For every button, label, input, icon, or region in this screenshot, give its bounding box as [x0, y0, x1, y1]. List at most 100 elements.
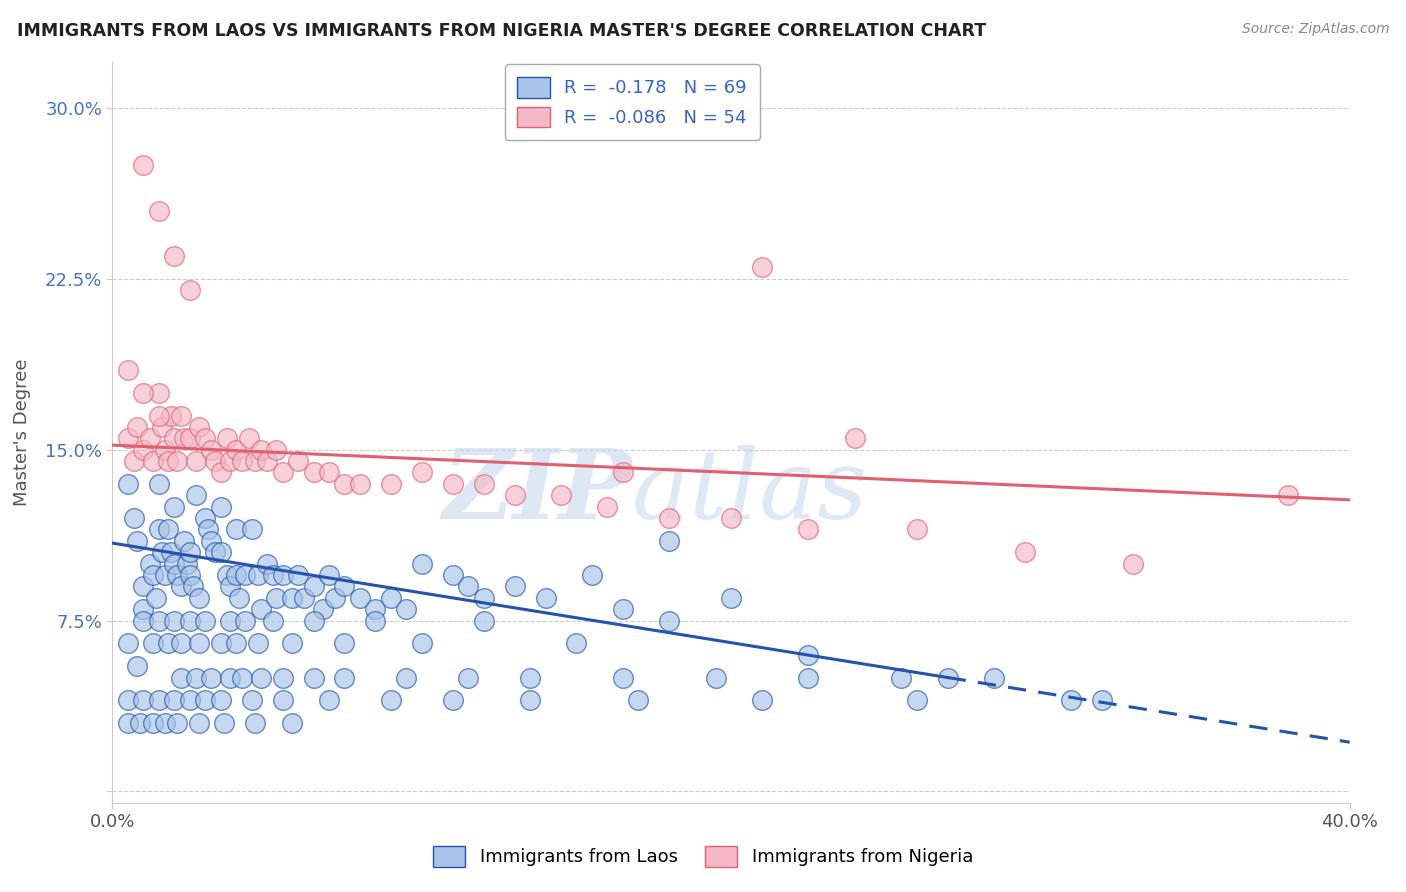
Point — [219, 671, 242, 685]
Point — [380, 693, 402, 707]
Point — [132, 158, 155, 172]
Y-axis label: Master's Degree: Master's Degree — [13, 359, 31, 507]
Point — [266, 591, 288, 605]
Point — [318, 466, 340, 480]
Point — [519, 671, 541, 685]
Point — [704, 671, 727, 685]
Text: ZIP: ZIP — [443, 445, 633, 539]
Point — [169, 636, 191, 650]
Point — [127, 533, 149, 548]
Point — [287, 568, 309, 582]
Point — [256, 557, 278, 571]
Point — [581, 568, 603, 582]
Point — [658, 511, 681, 525]
Point — [751, 260, 773, 275]
Point — [209, 500, 232, 514]
Point — [250, 671, 273, 685]
Point — [212, 716, 235, 731]
Point — [169, 671, 191, 685]
Point — [256, 454, 278, 468]
Point — [411, 557, 433, 571]
Point — [166, 568, 188, 582]
Point — [194, 614, 217, 628]
Point — [148, 523, 170, 537]
Point — [127, 659, 149, 673]
Point — [349, 476, 371, 491]
Point — [117, 476, 139, 491]
Point — [132, 614, 155, 628]
Point — [797, 648, 820, 662]
Point — [235, 568, 257, 582]
Point — [333, 476, 356, 491]
Point — [905, 693, 928, 707]
Point — [312, 602, 335, 616]
Point — [472, 614, 495, 628]
Point — [188, 591, 211, 605]
Point — [127, 420, 149, 434]
Point — [1091, 693, 1114, 707]
Point — [250, 442, 273, 457]
Legend: R =  -0.178   N = 69, R =  -0.086   N = 54: R = -0.178 N = 69, R = -0.086 N = 54 — [505, 64, 759, 140]
Point — [1277, 488, 1299, 502]
Point — [364, 614, 387, 628]
Point — [142, 636, 165, 650]
Point — [302, 671, 325, 685]
Point — [117, 716, 139, 731]
Point — [157, 636, 180, 650]
Point — [1014, 545, 1036, 559]
Point — [281, 591, 304, 605]
Point — [138, 557, 160, 571]
Point — [179, 545, 201, 559]
Point — [333, 636, 356, 650]
Point — [612, 671, 634, 685]
Point — [225, 636, 247, 650]
Point — [936, 671, 959, 685]
Point — [179, 431, 201, 445]
Point — [983, 671, 1005, 685]
Point — [411, 466, 433, 480]
Point — [333, 579, 356, 593]
Point — [163, 614, 186, 628]
Point — [235, 614, 257, 628]
Point — [166, 454, 188, 468]
Point — [179, 614, 201, 628]
Point — [188, 636, 211, 650]
Point — [148, 476, 170, 491]
Point — [441, 693, 464, 707]
Point — [194, 431, 217, 445]
Point — [271, 671, 294, 685]
Point — [318, 693, 340, 707]
Point — [302, 466, 325, 480]
Point — [243, 716, 266, 731]
Point — [240, 523, 263, 537]
Point — [184, 671, 207, 685]
Point — [266, 442, 288, 457]
Point — [142, 454, 165, 468]
Point — [169, 409, 191, 423]
Point — [176, 557, 198, 571]
Point — [163, 693, 186, 707]
Point — [380, 476, 402, 491]
Point — [519, 693, 541, 707]
Point — [117, 431, 139, 445]
Point — [228, 591, 250, 605]
Point — [194, 693, 217, 707]
Point — [225, 568, 247, 582]
Point — [200, 442, 222, 457]
Point — [246, 568, 269, 582]
Point — [271, 466, 294, 480]
Point — [262, 568, 284, 582]
Point — [271, 693, 294, 707]
Point — [231, 454, 253, 468]
Point — [457, 671, 479, 685]
Point — [153, 716, 176, 731]
Point — [1060, 693, 1083, 707]
Point — [129, 716, 152, 731]
Point — [844, 431, 866, 445]
Point — [333, 671, 356, 685]
Point — [395, 602, 418, 616]
Point — [890, 671, 912, 685]
Point — [122, 454, 145, 468]
Point — [441, 476, 464, 491]
Point — [150, 545, 173, 559]
